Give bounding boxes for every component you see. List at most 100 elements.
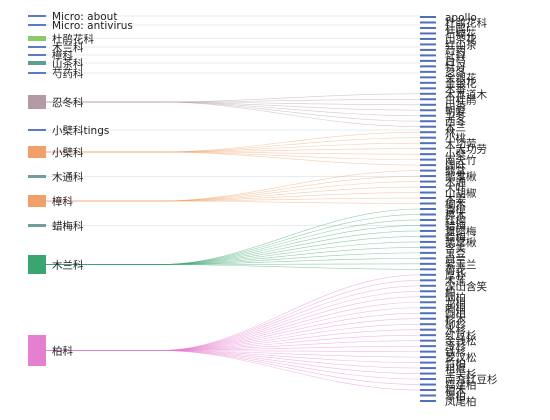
target-node[interactable] — [420, 367, 436, 370]
target-node[interactable] — [420, 301, 436, 304]
target-label: 西冬 — [445, 115, 466, 128]
target-node[interactable] — [420, 262, 436, 265]
target-node[interactable] — [420, 87, 436, 90]
target-node[interactable] — [420, 136, 436, 139]
target-node[interactable] — [420, 191, 436, 194]
source-node[interactable] — [28, 255, 46, 274]
source-node[interactable] — [28, 129, 46, 131]
target-node[interactable] — [420, 59, 436, 62]
target-node[interactable] — [420, 37, 436, 40]
source-node[interactable] — [28, 335, 46, 366]
target-node[interactable] — [420, 246, 436, 249]
target-node[interactable] — [420, 378, 436, 381]
source-node[interactable] — [28, 54, 46, 56]
target-node[interactable] — [420, 175, 436, 178]
target-node[interactable] — [420, 224, 436, 227]
target-node[interactable] — [420, 284, 436, 287]
target-node[interactable] — [420, 131, 436, 134]
target-label: 厚朴 — [445, 269, 466, 282]
target-node[interactable] — [420, 169, 436, 172]
target-node[interactable] — [420, 268, 436, 271]
target-node[interactable] — [420, 54, 436, 57]
target-node[interactable] — [420, 213, 436, 216]
target-node[interactable] — [420, 21, 436, 24]
source-label: 小檗科 — [52, 146, 84, 159]
target-label: 金银花 — [445, 71, 477, 84]
target-node[interactable] — [420, 98, 436, 101]
target-node[interactable] — [420, 158, 436, 161]
target-node[interactable] — [420, 186, 436, 189]
target-node[interactable] — [420, 65, 436, 68]
source-node[interactable] — [28, 95, 46, 109]
target-node[interactable] — [420, 345, 436, 348]
target-node[interactable] — [420, 70, 436, 73]
target-node[interactable] — [420, 295, 436, 298]
target-node[interactable] — [420, 334, 436, 337]
target-node[interactable] — [420, 81, 436, 84]
target-label: 南天竹 — [445, 154, 477, 167]
target-node[interactable] — [420, 197, 436, 200]
source-node[interactable] — [28, 61, 46, 65]
target-node[interactable] — [420, 147, 436, 150]
link — [46, 101, 421, 111]
source-node[interactable] — [28, 175, 46, 178]
target-label: 鹅掌 — [445, 165, 466, 178]
target-label: 凤尾柏 — [445, 395, 477, 408]
target-node[interactable] — [420, 92, 436, 95]
source-node[interactable] — [28, 15, 46, 17]
target-node[interactable] — [420, 109, 436, 112]
target-node[interactable] — [420, 350, 436, 353]
target-node[interactable] — [420, 273, 436, 276]
target-node[interactable] — [420, 328, 436, 331]
target-node[interactable] — [420, 103, 436, 106]
target-node[interactable] — [420, 142, 436, 145]
target-node[interactable] — [420, 372, 436, 375]
target-label: 杉木 — [445, 313, 466, 326]
target-node[interactable] — [420, 306, 436, 309]
target-node[interactable] — [420, 317, 436, 320]
target-node[interactable] — [420, 43, 436, 46]
target-node[interactable] — [420, 323, 436, 326]
target-node[interactable] — [420, 229, 436, 232]
target-node[interactable] — [420, 180, 436, 183]
source-node[interactable] — [28, 46, 46, 48]
target-node[interactable] — [420, 218, 436, 221]
source-node[interactable] — [28, 224, 46, 227]
target-label: 蜡梅 — [445, 230, 466, 243]
target-node[interactable] — [420, 251, 436, 254]
target-node[interactable] — [420, 257, 436, 260]
target-node[interactable] — [420, 125, 436, 128]
target-label: 山胡椒 — [445, 187, 477, 200]
source-label: 杜鹃花科 — [52, 33, 94, 46]
target-node[interactable] — [420, 16, 436, 18]
target-node[interactable] — [420, 240, 436, 243]
target-node[interactable] — [420, 26, 436, 29]
target-node[interactable] — [420, 400, 436, 402]
target-node[interactable] — [420, 394, 436, 397]
target-node[interactable] — [420, 48, 436, 51]
target-label: 木通 — [445, 177, 466, 189]
target-node[interactable] — [420, 76, 436, 79]
source-node[interactable] — [28, 72, 46, 74]
target-node[interactable] — [420, 208, 436, 210]
target-node[interactable] — [420, 312, 436, 315]
target-node[interactable] — [420, 290, 436, 293]
target-node[interactable] — [420, 153, 436, 156]
target-node[interactable] — [420, 383, 436, 386]
target-node[interactable] — [420, 120, 436, 123]
target-node[interactable] — [420, 389, 436, 392]
source-node[interactable] — [28, 36, 46, 41]
target-node[interactable] — [420, 339, 436, 342]
target-node[interactable] — [420, 235, 436, 238]
source-node[interactable] — [28, 195, 46, 207]
source-label: 芍药科 — [52, 67, 84, 80]
target-node[interactable] — [420, 356, 436, 359]
target-node[interactable] — [420, 32, 436, 35]
target-node[interactable] — [420, 114, 436, 117]
target-node[interactable] — [420, 164, 436, 167]
target-node[interactable] — [420, 279, 436, 282]
source-node[interactable] — [28, 146, 46, 158]
target-node[interactable] — [420, 361, 436, 364]
target-node[interactable] — [420, 202, 436, 205]
source-node[interactable] — [28, 24, 46, 26]
